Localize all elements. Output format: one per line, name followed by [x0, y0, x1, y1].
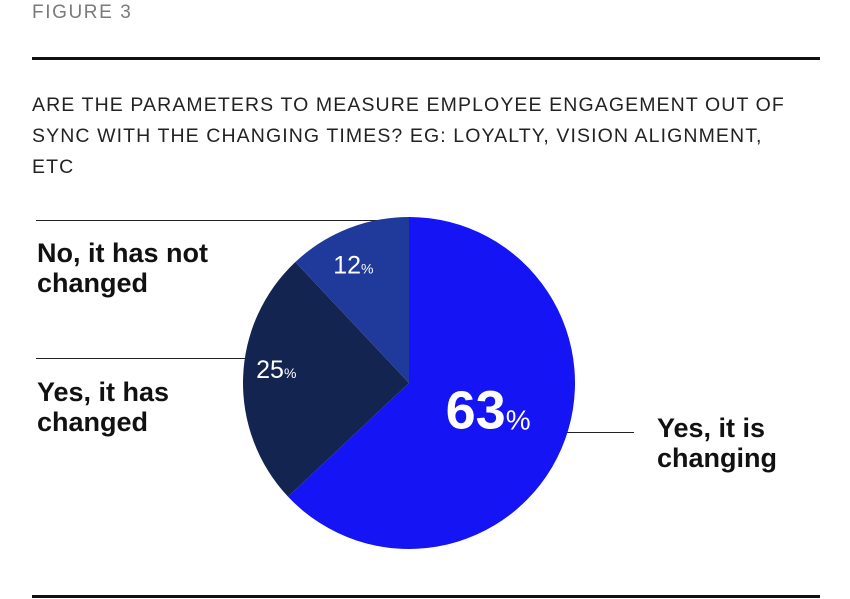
bottom-divider — [32, 595, 820, 598]
pie-slice-yes-it-has-changed — [242, 261, 409, 497]
leader-lines — [36, 220, 634, 433]
data-label-12: 12% — [333, 251, 373, 279]
category-label-no-changed: No, it has not changed — [37, 238, 208, 298]
category-label-yes-has-changed: Yes, it has changed — [37, 377, 170, 437]
top-divider — [32, 57, 820, 60]
chart-title: ARE THE PARAMETERS TO MEASURE EMPLOYEE E… — [32, 94, 785, 178]
pie-slice-no-it-has-not-changed — [295, 217, 409, 383]
pie-slice-yes-it-is-changing — [287, 217, 575, 550]
data-label-25: 25% — [256, 355, 296, 383]
data-label-63: 63% — [446, 381, 531, 441]
pie-slices — [242, 217, 575, 550]
figure-label: FIGURE 3 — [32, 2, 133, 23]
category-label-yes-is-changing: Yes, it is changing — [657, 413, 777, 473]
slice-labels: 63% 25% 12% — [256, 251, 530, 441]
